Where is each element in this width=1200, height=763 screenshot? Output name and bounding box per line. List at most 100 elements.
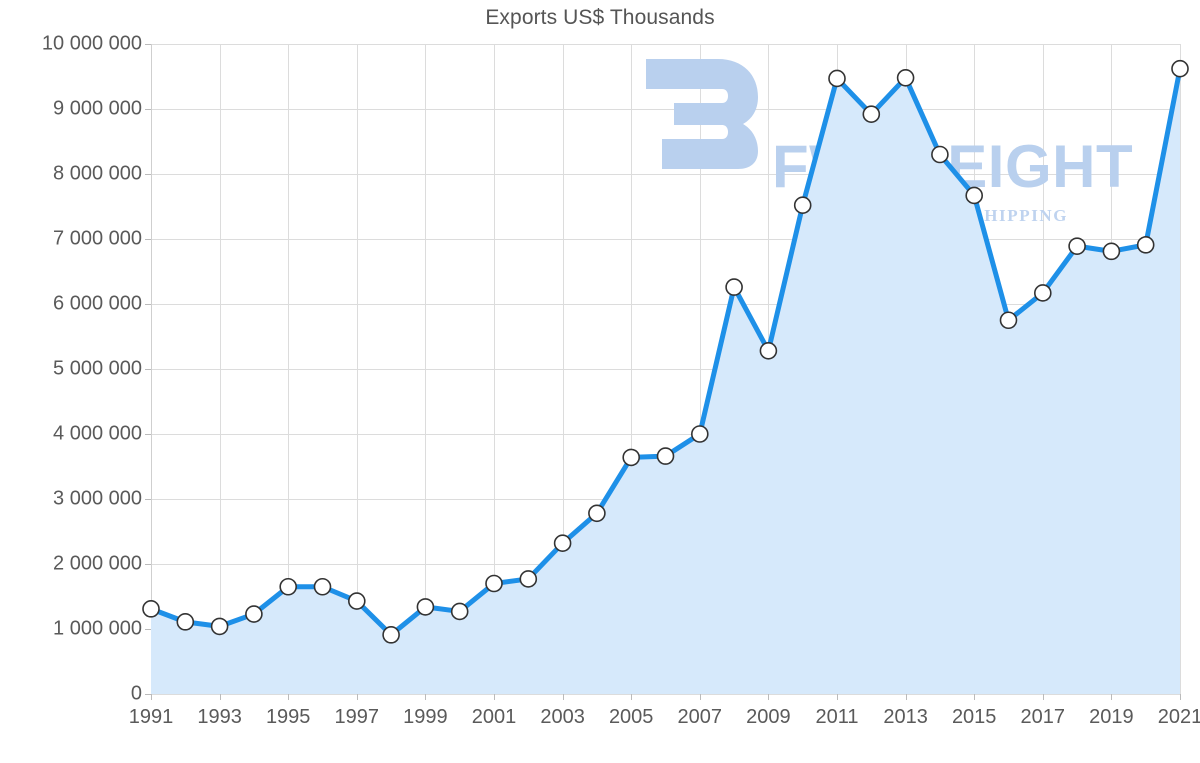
x-axis-tick-mark <box>1042 694 1044 700</box>
y-axis-tick-mark <box>145 239 151 240</box>
x-axis-tick-mark <box>1180 694 1181 700</box>
area-fill <box>151 68 1180 694</box>
x-axis-tick-label: 2015 <box>951 706 997 728</box>
x-axis-tick-mark <box>356 694 358 700</box>
x-axis-tick-label: 1999 <box>403 706 448 728</box>
data-point-marker[interactable] <box>210 617 229 636</box>
data-point-marker[interactable] <box>279 577 297 596</box>
y-axis-tick-mark <box>145 109 151 110</box>
data-point-marker[interactable] <box>656 447 675 465</box>
data-point-marker[interactable] <box>896 68 915 87</box>
gridline-vertical <box>356 44 358 694</box>
data-point-marker[interactable] <box>450 602 469 621</box>
data-point-marker[interactable] <box>553 534 572 553</box>
data-point-marker[interactable] <box>142 600 160 618</box>
x-axis-tick-mark <box>288 694 290 700</box>
y-axis-tick-label: 5 000 000 <box>53 357 142 380</box>
x-axis-tick-label: 2011 <box>815 706 859 728</box>
data-point-marker[interactable] <box>793 196 812 214</box>
y-axis-tick-label: 4 000 000 <box>53 422 142 445</box>
y-axis-tick-mark <box>145 44 151 45</box>
data-point-marker[interactable] <box>176 613 195 631</box>
gridline-horizontal <box>151 369 1180 370</box>
y-axis-tick-label: 10 000 000 <box>41 32 142 55</box>
data-point-marker[interactable] <box>828 69 846 88</box>
gridline-horizontal <box>151 44 1180 45</box>
y-axis-tick-mark <box>145 304 151 305</box>
data-point-marker[interactable] <box>1033 284 1052 302</box>
x-axis-tick-label: 2019 <box>1089 706 1134 728</box>
x-axis-tick-label: 2013 <box>883 706 928 728</box>
data-point-marker[interactable] <box>999 311 1018 330</box>
y-axis-tick-label: 2 000 000 <box>53 552 142 575</box>
x-axis-tick-mark <box>1111 694 1113 700</box>
y-axis-tick-mark <box>145 369 151 370</box>
y-axis-tick-label: 8 000 000 <box>53 162 142 185</box>
x-axis-tick-label: 1997 <box>334 706 380 728</box>
x-axis-tick-mark <box>151 694 152 700</box>
y-axis-tick-mark <box>145 174 151 175</box>
x-axis-tick-mark <box>905 694 907 700</box>
y-axis-tick-label: 0 <box>130 682 142 705</box>
x-axis-tick-label: 1991 <box>128 706 174 728</box>
data-point-marker[interactable] <box>759 341 778 360</box>
gridline-vertical <box>562 44 564 694</box>
x-axis-tick-mark <box>837 694 838 700</box>
gridline-vertical <box>631 44 633 694</box>
x-axis-tick-mark <box>425 694 427 700</box>
data-point-marker[interactable] <box>931 145 949 164</box>
gridline-vertical <box>699 44 701 694</box>
x-axis-tick-label: 2005 <box>608 706 654 728</box>
data-point-marker[interactable] <box>519 570 538 588</box>
x-axis-tick-mark <box>631 694 633 700</box>
x-axis-tick-label: 2021 <box>1157 706 1200 728</box>
x-axis-tick-label: 2007 <box>677 706 723 728</box>
gridline-vertical <box>425 44 427 694</box>
y-axis-line <box>151 44 152 694</box>
y-axis-tick-label: 6 000 000 <box>53 292 142 315</box>
data-point-marker[interactable] <box>690 425 709 443</box>
gridline-horizontal <box>151 694 1180 695</box>
series-plot <box>142 59 1189 694</box>
data-point-marker[interactable] <box>1136 236 1155 254</box>
data-point-marker[interactable] <box>588 504 606 523</box>
x-axis-tick-mark <box>562 694 564 700</box>
x-axis-tick-mark <box>768 694 770 700</box>
x-axis-tick-mark <box>494 694 495 700</box>
x-axis-tick-mark <box>974 694 976 700</box>
x-axis-tick-label: 2017 <box>1020 706 1066 728</box>
x-axis-tick-label: 1993 <box>197 706 242 728</box>
data-point-markers <box>142 59 1189 644</box>
data-point-marker[interactable] <box>725 278 743 296</box>
data-point-marker[interactable] <box>245 605 263 623</box>
x-axis-tick-label: 2009 <box>746 706 791 728</box>
chart-title: Exports US$ Thousands <box>485 6 715 29</box>
y-axis-tick-mark <box>145 629 151 630</box>
y-axis-tick-label: 7 000 000 <box>53 227 142 250</box>
gridline-vertical <box>494 44 495 694</box>
y-axis-tick-label: 3 000 000 <box>53 487 142 510</box>
data-point-marker[interactable] <box>382 626 400 644</box>
data-point-marker[interactable] <box>416 598 435 616</box>
data-point-marker[interactable] <box>485 574 503 593</box>
data-point-marker[interactable] <box>965 186 984 205</box>
x-axis-tick-mark <box>699 694 701 700</box>
x-axis-tick-label: 2001 <box>471 706 517 728</box>
x-axis-tick-mark <box>219 694 221 700</box>
data-point-marker[interactable] <box>348 592 366 610</box>
gridline-horizontal <box>151 174 1180 175</box>
data-point-marker[interactable] <box>1068 237 1086 255</box>
data-point-marker[interactable] <box>313 577 332 596</box>
y-axis-tick-label: 1 000 000 <box>53 617 142 640</box>
x-axis-tick-label: 2003 <box>540 706 585 728</box>
y-axis-tick-label: 9 000 000 <box>53 97 142 120</box>
data-point-marker[interactable] <box>1171 59 1189 78</box>
gridline-vertical <box>1180 44 1181 694</box>
data-point-marker[interactable] <box>622 448 641 467</box>
gridline-horizontal <box>151 239 1180 240</box>
data-point-marker[interactable] <box>1102 242 1121 261</box>
data-point-marker[interactable] <box>862 105 881 123</box>
x-axis-tick-label: 1995 <box>265 706 311 728</box>
y-axis-tick-mark <box>145 499 151 500</box>
